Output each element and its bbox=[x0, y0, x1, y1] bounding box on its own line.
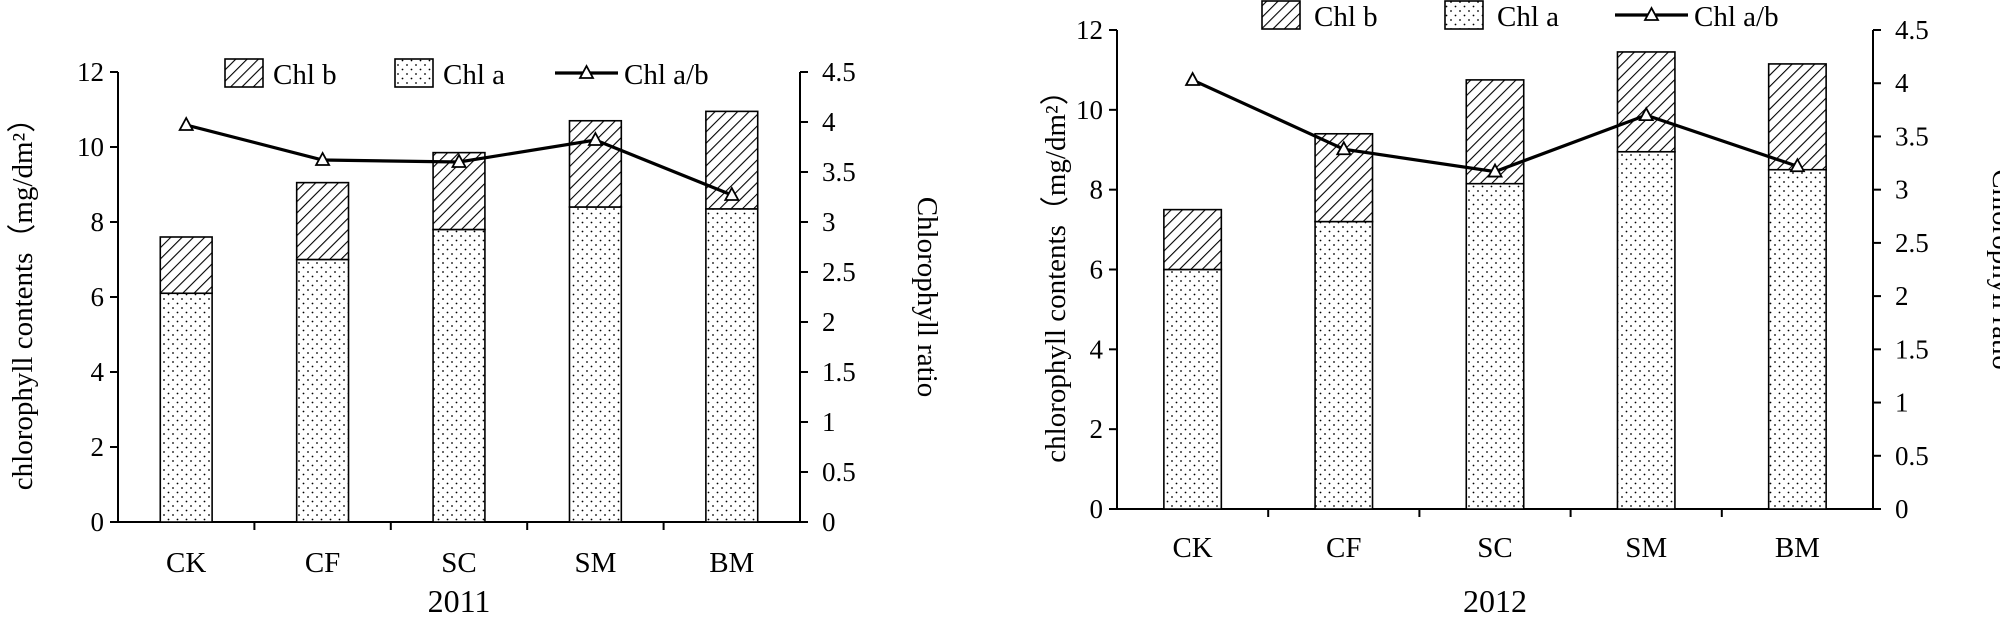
y2-tick-label: 1 bbox=[1895, 388, 1909, 418]
category-label: CF bbox=[305, 547, 340, 579]
bar-chl-a bbox=[568, 206, 623, 523]
y-tick-label: 4 bbox=[91, 357, 105, 387]
y2-tick-label: 4.5 bbox=[822, 57, 856, 87]
chart-2: 0 2 4 6 8 10 12 0 0.5 1 1.5 2 2.5 3 3.5 4 4.5 CK CF SC SM BM C… bbox=[1040, 0, 2000, 619]
line-point-chl-ab bbox=[1638, 106, 1655, 122]
y2-tick-label: 1.5 bbox=[822, 357, 856, 387]
bar-chl-b bbox=[1616, 51, 1676, 153]
y2-tick-label: 2.5 bbox=[822, 257, 856, 287]
bar-chl-a bbox=[1163, 268, 1223, 510]
y2-tick-label: 0 bbox=[822, 507, 836, 537]
y-tick-label: 8 bbox=[91, 207, 105, 237]
y2-tick-label: 4.5 bbox=[1895, 15, 1929, 45]
bar-chl-b bbox=[159, 236, 213, 295]
y2-axis-title: Chlorophyll ratio bbox=[1986, 169, 2000, 370]
y2-tick-label: 2 bbox=[822, 307, 836, 337]
y-tick-label: 0 bbox=[91, 507, 105, 537]
category-label: SM bbox=[1625, 532, 1667, 564]
category-label: SC bbox=[1477, 532, 1512, 564]
y-tick-label: 12 bbox=[77, 57, 104, 87]
y-tick-label: 12 bbox=[1076, 15, 1103, 45]
legend-label-chl-a: Chl a bbox=[1497, 1, 1559, 33]
legend-swatch-chl-a bbox=[1444, 0, 1484, 30]
legend-swatch-chl-b bbox=[224, 58, 264, 88]
bar-chl-a bbox=[1465, 182, 1525, 510]
category-label: CK bbox=[166, 547, 206, 579]
bar-chl-a bbox=[1314, 220, 1374, 510]
legend-swatch-chl-b bbox=[1261, 0, 1301, 30]
y-tick-label: 4 bbox=[1090, 334, 1104, 364]
y2-tick-label: 4 bbox=[822, 107, 836, 137]
line-point-chl-ab bbox=[1789, 157, 1806, 173]
line-point-chl-ab bbox=[723, 186, 740, 201]
y-tick-label: 2 bbox=[1090, 414, 1104, 444]
y2-tick-label: 2 bbox=[1895, 281, 1909, 311]
y2-tick-label: 3 bbox=[1895, 175, 1909, 205]
y-axis-title: chlorophyll contents（mg/dm²） bbox=[1040, 76, 1072, 462]
y2-tick-label: 0.5 bbox=[822, 457, 856, 487]
legend-label-chl-ab: Chl a/b bbox=[1694, 1, 1779, 33]
legend-label-chl-ab: Chl a/b bbox=[624, 59, 709, 91]
y-tick-label: 0 bbox=[1090, 494, 1104, 524]
y2-tick-label: 1.5 bbox=[1895, 334, 1929, 364]
bar-chl-a bbox=[159, 292, 213, 523]
bar-chl-a bbox=[432, 228, 486, 523]
category-label: BM bbox=[1775, 532, 1820, 564]
chart-1: 0 2 4 6 8 10 12 0 0.5 1 1.5 2 2.5 3 3.5 4 4.5 CK CF SC SM BM C… bbox=[7, 57, 943, 619]
legend-label-chl-a: Chl a bbox=[443, 59, 505, 91]
legend-marker-chl-ab bbox=[578, 64, 595, 79]
legend-label-chl-b: Chl b bbox=[1314, 1, 1378, 33]
bar-chl-b bbox=[1767, 63, 1827, 171]
category-label: SC bbox=[441, 547, 476, 579]
line-point-chl-ab bbox=[1335, 140, 1352, 156]
category-label: SM bbox=[574, 547, 616, 579]
y2-tick-label: 4 bbox=[1895, 68, 1909, 98]
y-tick-label: 2 bbox=[91, 432, 105, 462]
bar-chl-b bbox=[1163, 208, 1223, 271]
y2-tick-label: 1 bbox=[822, 407, 836, 437]
bar-chl-a bbox=[705, 208, 759, 523]
line-point-chl-ab bbox=[587, 131, 604, 146]
y2-tick-label: 3.5 bbox=[822, 157, 856, 187]
y2-tick-label: 0.5 bbox=[1895, 441, 1929, 471]
y-tick-label: 10 bbox=[1076, 95, 1103, 125]
line-point-chl-ab bbox=[314, 151, 331, 166]
legend-swatch-chl-a bbox=[394, 58, 434, 88]
x-axis-title: 2011 bbox=[428, 583, 491, 619]
bar-chl-a bbox=[1616, 150, 1676, 510]
bar-chl-b bbox=[295, 181, 350, 261]
line-point-chl-ab bbox=[450, 153, 468, 168]
y2-tick-label: 3 bbox=[822, 207, 836, 237]
y-axis-title: chlorophyll contents（mg/dm²） bbox=[7, 104, 39, 490]
y2-tick-label: 2.5 bbox=[1895, 228, 1929, 258]
line-point-chl-ab bbox=[178, 116, 195, 131]
line-point-chl-ab bbox=[1184, 71, 1201, 86]
line-point-chl-ab bbox=[1486, 162, 1504, 178]
category-label: BM bbox=[709, 547, 754, 579]
bar-chl-a bbox=[295, 258, 350, 523]
category-label: CK bbox=[1172, 532, 1212, 564]
legend-label-chl-b: Chl b bbox=[273, 59, 337, 91]
y2-tick-label: 3.5 bbox=[1895, 121, 1929, 151]
y-tick-label: 8 bbox=[1090, 175, 1104, 205]
y2-axis-title: Chlorophyll ratio bbox=[911, 197, 943, 398]
bar-chl-a bbox=[1767, 168, 1827, 510]
y-tick-label: 10 bbox=[77, 132, 104, 162]
y2-tick-label: 0 bbox=[1895, 494, 1909, 524]
legend-marker-chl-ab bbox=[1643, 6, 1660, 21]
category-label: CF bbox=[1326, 532, 1361, 564]
y-tick-label: 6 bbox=[1090, 255, 1104, 285]
x-axis-title: 2012 bbox=[1463, 583, 1527, 619]
y-tick-label: 6 bbox=[91, 282, 105, 312]
